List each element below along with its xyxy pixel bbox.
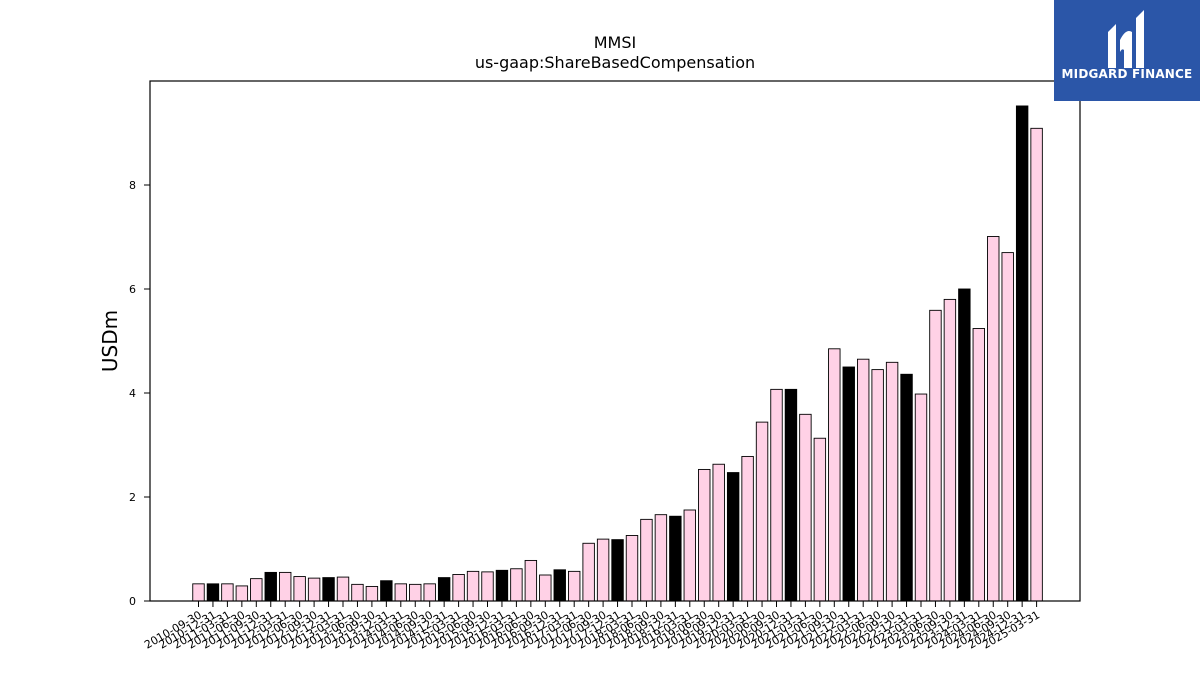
y-axis-label: USDm: [98, 310, 122, 372]
bar: [770, 388, 783, 602]
bar: [596, 538, 610, 602]
bar-series: [192, 105, 1043, 602]
bar: [640, 518, 653, 602]
bar: [611, 539, 624, 602]
bar: [351, 583, 364, 602]
bar: [235, 585, 249, 602]
bar: [784, 388, 798, 602]
bar: [828, 348, 841, 602]
bar: [669, 515, 682, 602]
plot-frame: [149, 80, 1081, 602]
y-tick-label: 4: [129, 387, 136, 400]
bar: [553, 569, 566, 602]
bar: [1001, 252, 1014, 602]
bar: [625, 535, 639, 602]
bar: [279, 571, 292, 602]
bar: [972, 328, 985, 602]
bar: [654, 514, 668, 602]
bar: [914, 393, 928, 602]
chart-subtitle: us-gaap:ShareBasedCompensation: [475, 53, 755, 72]
bar: [857, 358, 870, 602]
midgard-logo-icon: [1108, 10, 1144, 68]
bar: [307, 577, 321, 602]
bar: [799, 413, 812, 602]
bar: [1030, 127, 1043, 602]
bar: [741, 455, 754, 602]
chart-title: MMSI: [594, 33, 636, 52]
bar: [409, 583, 422, 602]
bar: [466, 570, 480, 602]
bar: [495, 569, 509, 602]
bar: [336, 576, 350, 602]
bar: [1015, 105, 1029, 602]
bar: [582, 542, 595, 602]
bar: [698, 468, 711, 602]
bar: [683, 509, 696, 602]
x-axis: 2010-09-302010-12-312011-03-312011-06-30…: [142, 601, 1042, 652]
bar: [871, 369, 884, 602]
bar: [726, 472, 740, 602]
bar: [423, 583, 436, 602]
bar: [755, 421, 769, 602]
bar: [380, 580, 393, 602]
bar: [394, 583, 407, 602]
y-axis: 0 2 4 6 8: [129, 179, 150, 608]
bar: [813, 437, 827, 602]
bar: [958, 288, 971, 602]
bar: [264, 571, 277, 602]
bar: [510, 568, 523, 602]
bar: [524, 559, 538, 602]
brand-logo: MIDGARD FINANCE: [1054, 0, 1200, 101]
y-tick-label: 2: [129, 491, 136, 504]
bar: [221, 583, 234, 602]
y-tick-label: 0: [129, 595, 136, 608]
bar: [712, 463, 725, 602]
bar: [192, 583, 205, 602]
bar: [842, 366, 855, 602]
brand-logo-text: MIDGARD FINANCE: [1061, 67, 1193, 81]
y-tick-label: 8: [129, 179, 136, 192]
y-tick-label: 6: [129, 283, 136, 296]
bar: [322, 577, 335, 602]
bar: [293, 576, 306, 602]
bar: [943, 298, 957, 602]
bar: [885, 361, 899, 602]
bar: [929, 309, 942, 602]
bar: [437, 577, 451, 602]
bar: [900, 373, 913, 602]
bar: [481, 571, 494, 602]
bar: [987, 236, 1000, 602]
bar: [568, 570, 581, 602]
bar: [250, 578, 263, 602]
bar: [539, 574, 552, 602]
bar: [365, 585, 379, 602]
bar: [206, 583, 220, 602]
bar: [452, 574, 465, 602]
